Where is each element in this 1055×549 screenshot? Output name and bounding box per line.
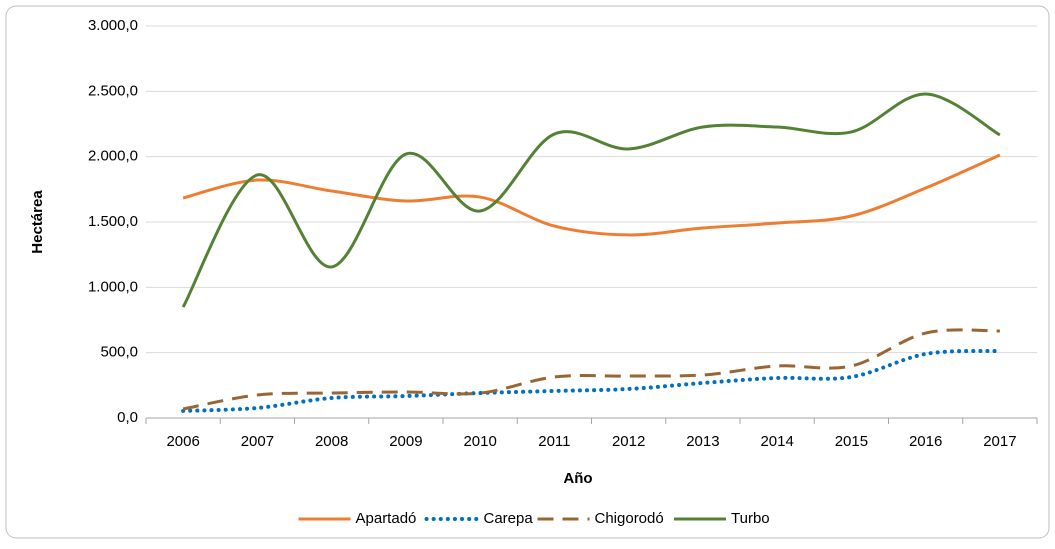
x-tick-label: 2013 xyxy=(686,433,719,450)
y-tick-label: 3.000,0 xyxy=(88,17,138,34)
x-tick-label: 2012 xyxy=(612,433,645,450)
legend-label: Carepa xyxy=(484,510,534,527)
legend-label: Apartadó xyxy=(356,510,417,527)
x-tick-label: 2015 xyxy=(835,433,868,450)
y-tick-label: 1.000,0 xyxy=(88,278,138,295)
y-tick-label: 2.500,0 xyxy=(88,82,138,99)
legend-label: Turbo xyxy=(731,510,770,527)
y-tick-label: 0,0 xyxy=(117,409,138,426)
x-tick-label: 2010 xyxy=(463,433,496,450)
x-tick-label: 2017 xyxy=(983,433,1016,450)
x-tick-label: 2016 xyxy=(909,433,942,450)
x-tick-label: 2014 xyxy=(760,433,793,450)
y-tick-label: 1.500,0 xyxy=(88,213,138,230)
series-line xyxy=(182,153,1001,237)
y-axis-title: Hectárea xyxy=(29,190,46,254)
series-line xyxy=(181,92,1001,308)
series-line xyxy=(182,328,1000,411)
y-tick-label: 500,0 xyxy=(100,344,138,361)
x-tick-label: 2011 xyxy=(538,433,570,450)
y-tick-label: 2.000,0 xyxy=(88,148,138,165)
x-tick-label: 2008 xyxy=(315,433,348,450)
x-tick-label: 2009 xyxy=(389,433,422,450)
x-axis-title: Año xyxy=(563,470,592,487)
chart-frame xyxy=(5,5,1050,539)
legend-label: Chigorodó xyxy=(595,510,664,527)
x-tick-label: 2006 xyxy=(166,433,199,450)
series-line xyxy=(181,348,1002,413)
x-tick-label: 2007 xyxy=(241,433,274,450)
